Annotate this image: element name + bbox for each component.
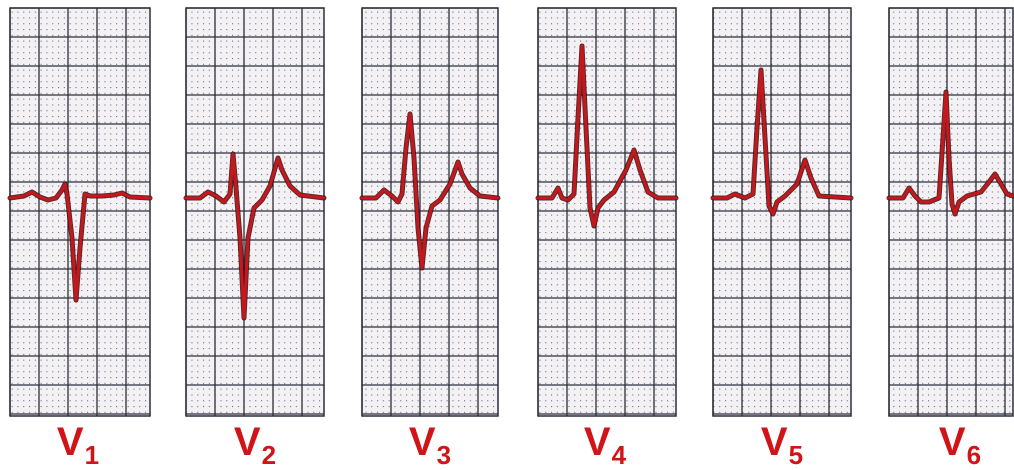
ecg-trace xyxy=(360,112,500,270)
grid-paper xyxy=(713,8,851,416)
lead-label-v3: V3 xyxy=(408,420,452,470)
lead-label-v1: V1 xyxy=(56,420,100,470)
strip-border xyxy=(361,7,499,417)
ecg-trace xyxy=(711,68,853,216)
ecg-trace xyxy=(184,152,326,320)
ecg-trace xyxy=(536,44,678,228)
grid-paper xyxy=(889,8,1013,416)
grid-paper xyxy=(10,8,150,416)
strip-border xyxy=(888,7,1014,417)
strip-border xyxy=(712,7,852,417)
lead-label-v6: V6 xyxy=(938,420,982,470)
lead-label-v4: V4 xyxy=(583,420,627,470)
lead-label-v5: V5 xyxy=(760,420,804,470)
ecg-trace xyxy=(8,182,152,302)
strip-border xyxy=(9,7,151,417)
strip-v5 xyxy=(710,7,854,417)
strip-border xyxy=(185,7,325,417)
lead-label-v2: V2 xyxy=(233,420,277,470)
strip-border xyxy=(537,7,677,417)
strip-v3 xyxy=(359,7,501,417)
grid-paper xyxy=(538,8,676,416)
strip-v6 xyxy=(886,7,1014,417)
strip-v4 xyxy=(535,7,679,417)
ecg-trace xyxy=(887,90,1014,216)
strip-v1 xyxy=(7,7,153,417)
ecg-strips xyxy=(7,7,1014,417)
strip-v2 xyxy=(183,7,327,417)
